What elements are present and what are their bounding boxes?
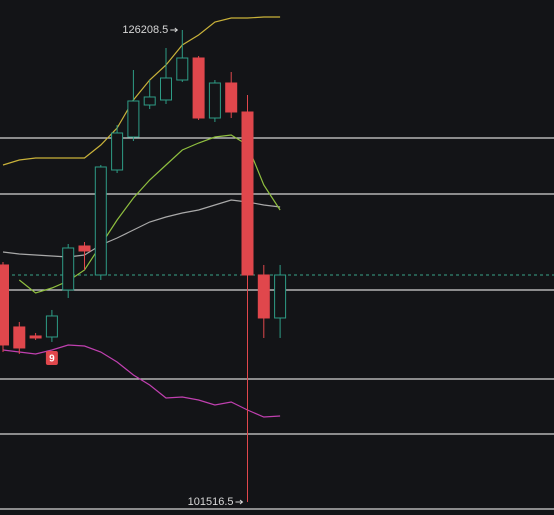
candle-body: [111, 132, 124, 171]
candle-body: [257, 274, 270, 319]
candle-body: [0, 264, 9, 346]
arrow: [235, 499, 244, 505]
candle-body: [143, 96, 156, 106]
low-label: 101516.5: [188, 496, 234, 508]
arrow: [170, 27, 179, 33]
candle-body: [192, 57, 205, 119]
indicator-line: [2, 199, 281, 258]
badge: [45, 351, 58, 365]
candle-body: [78, 245, 91, 252]
candle-body: [29, 335, 42, 339]
indicator-line: [18, 134, 281, 294]
indicator-line: [2, 16, 281, 166]
candle-body: [127, 100, 140, 138]
candle-body: [241, 111, 254, 276]
candle-body: [160, 77, 172, 101]
indicator-line: [2, 344, 281, 418]
candle-body: [225, 82, 238, 113]
candle-body: [274, 274, 287, 319]
candle-body: [13, 326, 26, 349]
high-label: 126208.5: [122, 24, 168, 36]
candle-body: [45, 315, 58, 338]
candle-body: [176, 57, 189, 81]
candle-body: [94, 166, 107, 276]
badge-text: 9: [49, 354, 55, 365]
candle-body: [62, 247, 75, 291]
candle-body: [208, 82, 221, 119]
